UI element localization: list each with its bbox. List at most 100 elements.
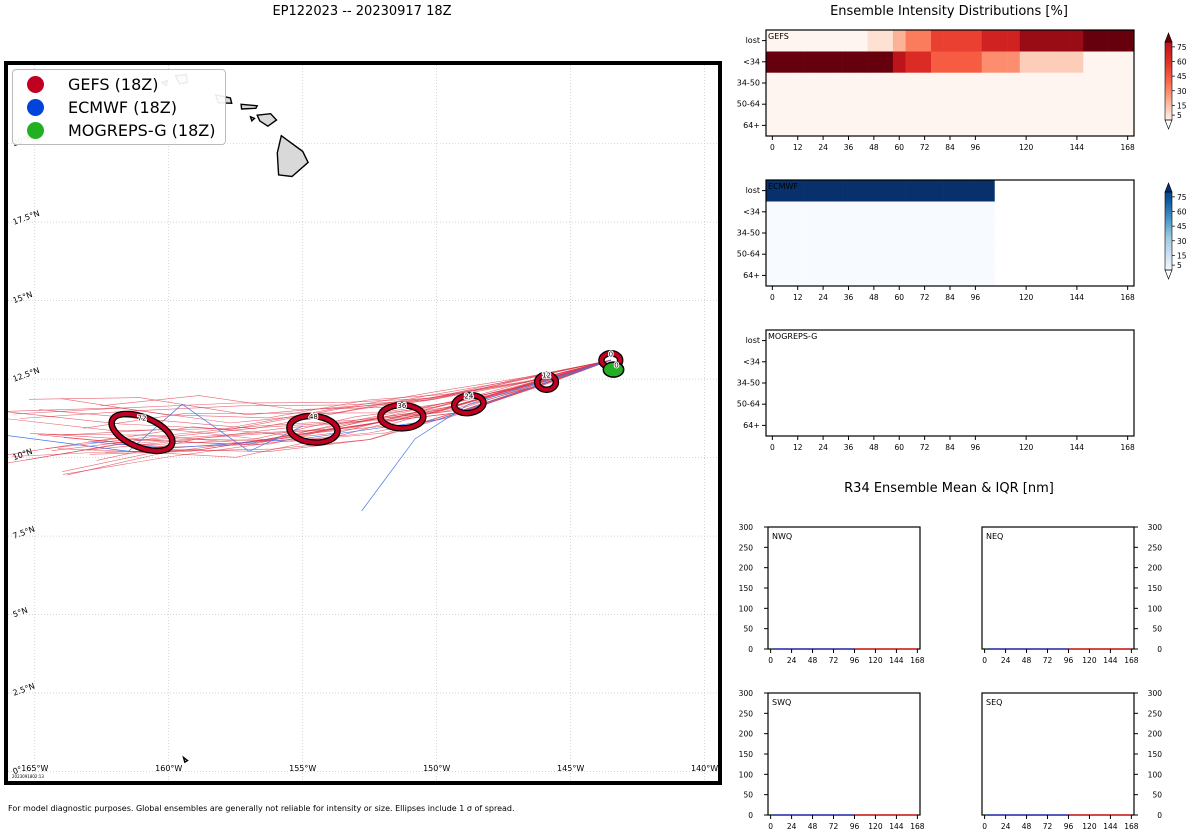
colorbar-extend-min <box>1164 119 1173 130</box>
heatmap-cell <box>842 180 856 202</box>
heatmap-cell <box>943 243 957 266</box>
legend-marker-mogreps <box>27 121 44 139</box>
colorbar-segment <box>1165 116 1172 119</box>
r34-x-tick-label: 72 <box>1043 656 1053 665</box>
r34-y-tick-label: 100 <box>1148 604 1163 613</box>
forecast-hour-tick: 36 <box>844 143 854 152</box>
forecast-hour-tick: 72 <box>920 293 930 302</box>
colorbar-segment <box>1165 86 1172 90</box>
heatmap-cell <box>892 201 906 223</box>
heatmap-cell <box>842 222 856 244</box>
colorbar-segment <box>1165 114 1172 117</box>
heatmap-cell <box>994 93 1008 116</box>
heatmap-cell <box>981 180 995 202</box>
colorbar-extend-max <box>1164 32 1173 43</box>
heatmap-cell <box>981 201 995 223</box>
colorbar-segment <box>1165 199 1172 203</box>
heatmap-cell <box>943 180 957 202</box>
r34-x-tick-label: 120 <box>1082 822 1097 831</box>
heatmap-cell <box>943 51 957 73</box>
colorbar-segment <box>1165 57 1172 60</box>
colorbar-segment <box>1165 106 1172 109</box>
r34-frame <box>981 692 1135 816</box>
r34-quadrant-label: NWQ <box>772 532 792 541</box>
heatmap-cell <box>880 243 894 266</box>
heatmap-cell <box>1070 93 1084 116</box>
heatmap-cell <box>943 201 957 223</box>
heatmap-cell <box>930 180 944 202</box>
heatmap-cell <box>804 243 818 266</box>
heatmap-cell <box>829 114 843 137</box>
r34-y-tick-label: 100 <box>739 604 754 613</box>
colorbar-segment <box>1165 42 1172 45</box>
heatmap-cell <box>829 93 843 116</box>
heatmap-cell <box>1121 51 1135 73</box>
r34-quadrant-label: SWQ <box>772 698 791 707</box>
intensity-row-label: <34 <box>743 207 760 216</box>
colorbar-segment <box>1165 67 1172 70</box>
heatmap-cell <box>1045 51 1059 73</box>
heatmap-cell <box>1019 30 1033 52</box>
r34-panel-nwq: NWQ 0 24 48 72 96 120 144 168 0 50 100 150 200 250 300 <box>739 523 925 665</box>
colorbar-segment <box>1165 63 1172 66</box>
r34-y-tick-label: 50 <box>743 625 753 634</box>
r34-y-tick-label: 0 <box>748 645 753 654</box>
heatmap-cell <box>918 30 932 52</box>
heatmap-cell <box>930 201 944 223</box>
forecast-hour-label: 0 <box>614 362 618 370</box>
forecast-hour-tick: 84 <box>945 443 955 452</box>
heatmap-cell <box>905 264 919 287</box>
gefs-ellipse <box>109 411 175 453</box>
heatmap-cell <box>804 30 818 52</box>
island-shape <box>182 755 189 764</box>
track-map-panel: 0 12 24 36 48 72 0 0° 2.5°N 5°N 7.5°N 10°N 12.5°N 15°… <box>4 61 722 785</box>
colorbar-tick-label: 60 <box>1177 208 1187 217</box>
heatmap-cell <box>956 93 970 116</box>
heatmap-cell <box>1083 72 1097 94</box>
intensity-row-label: <34 <box>743 57 760 66</box>
heatmap-cell <box>956 51 970 73</box>
r34-x-tick-label: 24 <box>1001 822 1011 831</box>
gefs-member-track <box>8 359 611 464</box>
heatmap-cell <box>918 93 932 116</box>
heatmap-cell <box>867 93 881 116</box>
colorbar-segment <box>1165 96 1172 99</box>
lat-tick-label: 15°N <box>12 290 34 305</box>
forecast-hour-tick: 96 <box>971 293 981 302</box>
heatmap-cell <box>804 264 818 287</box>
heatmap-cell <box>1095 72 1109 94</box>
colorbar-tick-label: 5 <box>1177 111 1182 120</box>
forecast-hour-tick: 24 <box>818 293 828 302</box>
colorbar-segment <box>1165 47 1172 51</box>
lat-tick-label: 12.5°N <box>12 366 41 384</box>
colorbar-tick-label: 75 <box>1177 193 1187 202</box>
gefs-ellipse <box>378 403 426 431</box>
r34-x-tick-label: 168 <box>910 656 925 665</box>
colorbar-segment <box>1165 100 1172 103</box>
heatmap-cell <box>905 201 919 223</box>
heatmap-cell <box>867 30 881 52</box>
colorbar-segment <box>1165 73 1172 76</box>
colorbar-segment <box>1165 49 1172 53</box>
r34-y-tick-label: 300 <box>739 523 754 532</box>
r34-y-tick-label: 50 <box>1152 625 1162 634</box>
heatmap-cell <box>994 72 1008 94</box>
heatmap-cell <box>842 30 856 52</box>
heatmap-cell <box>804 180 818 202</box>
legend-item-mogreps: MOGREPS-G (18Z) <box>27 119 215 141</box>
heatmap-cell <box>969 114 983 137</box>
heatmap-cell <box>1032 72 1046 94</box>
gefs-member-track <box>45 359 611 449</box>
heatmap-cell <box>981 114 995 137</box>
r34-frame <box>981 526 1135 650</box>
colorbar-tick-label: 45 <box>1177 72 1187 81</box>
heatmap-cell <box>778 243 792 266</box>
heatmap-cell <box>981 93 995 116</box>
r34-frame <box>767 526 921 650</box>
r34-x-tick-label: 48 <box>1022 822 1032 831</box>
heatmap-cell <box>791 114 805 137</box>
legend-item-ecmwf: ECMWF (18Z) <box>27 96 177 118</box>
colorbar-segment <box>1165 90 1172 94</box>
colorbar-segment <box>1165 223 1172 226</box>
forecast-hour-tick: 24 <box>818 443 828 452</box>
